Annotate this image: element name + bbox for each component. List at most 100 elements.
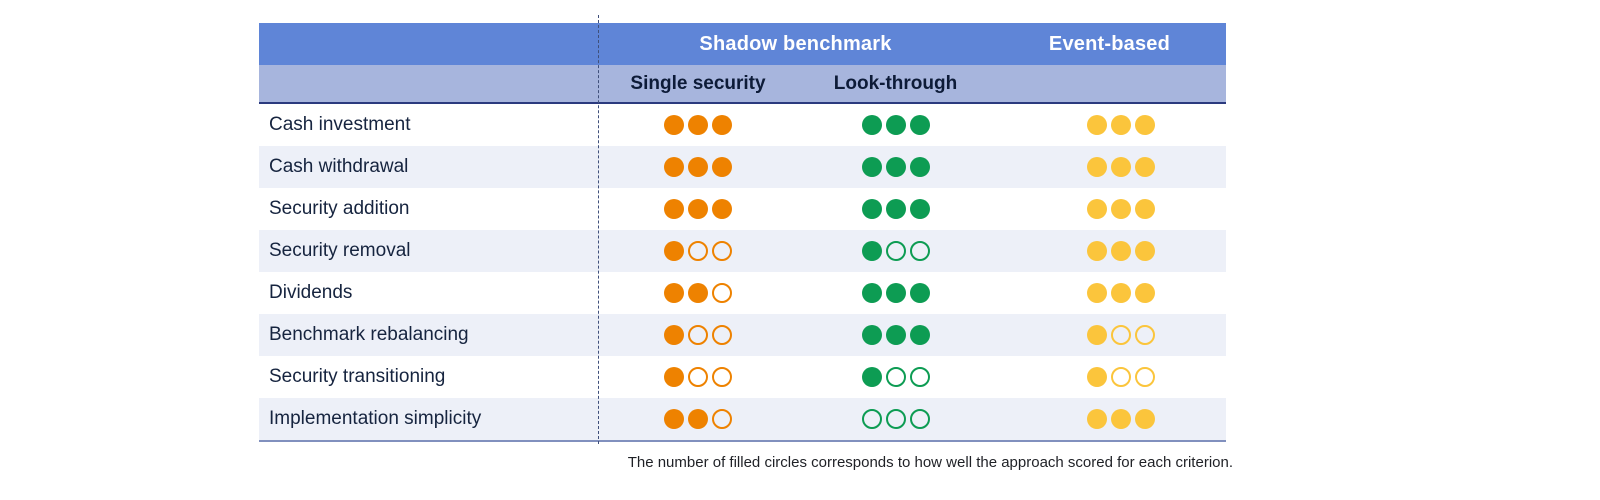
row-label: Implementation simplicity xyxy=(269,408,482,429)
table-row: Security removal xyxy=(259,230,1226,272)
score-dot-empty xyxy=(861,409,882,429)
score-cell-single xyxy=(598,241,798,261)
score-dot-filled xyxy=(664,241,684,261)
score-dot-empty xyxy=(885,367,906,387)
score-dot-filled xyxy=(861,283,882,303)
score-cell-single xyxy=(598,283,798,303)
score-dot-filled xyxy=(909,325,930,345)
score-dot-empty xyxy=(1110,325,1131,345)
score-dot-filled xyxy=(909,115,930,135)
rating-table: Shadow benchmark Event-based Single secu… xyxy=(259,23,1226,442)
score-dot-filled xyxy=(885,115,906,135)
score-dot-filled xyxy=(1110,157,1131,177)
score-dot-filled xyxy=(1086,283,1107,303)
row-label: Security addition xyxy=(269,198,410,219)
score-dot-filled xyxy=(861,241,882,261)
table-body: Cash investment Cash withdrawal Security a… xyxy=(259,104,1226,442)
score-cell-look xyxy=(798,199,993,219)
score-dot-filled xyxy=(712,115,732,135)
score-dot-filled xyxy=(861,367,882,387)
table-row: Security transitioning xyxy=(259,356,1226,398)
score-dot-filled xyxy=(885,283,906,303)
score-dot-filled xyxy=(861,115,882,135)
score-dot-filled xyxy=(1110,283,1131,303)
score-dot-empty xyxy=(1134,325,1155,345)
score-cell-single xyxy=(598,199,798,219)
score-dot-filled xyxy=(664,115,684,135)
score-dot-empty xyxy=(688,367,708,387)
score-dot-filled xyxy=(1110,409,1131,429)
score-dot-filled xyxy=(861,199,882,219)
table-row: Dividends xyxy=(259,272,1226,314)
score-dot-filled xyxy=(664,283,684,303)
row-label: Security transitioning xyxy=(269,366,446,387)
score-dot-filled xyxy=(861,157,882,177)
score-dot-filled xyxy=(885,199,906,219)
score-dot-filled xyxy=(1110,241,1131,261)
score-cell-single xyxy=(598,157,798,177)
score-dot-filled xyxy=(712,199,732,219)
score-cell-event xyxy=(1004,199,1237,219)
score-dot-filled xyxy=(909,283,930,303)
score-cell-event xyxy=(1004,157,1237,177)
score-dot-filled xyxy=(688,199,708,219)
row-label: Cash withdrawal xyxy=(269,156,409,177)
score-dot-filled xyxy=(1134,283,1155,303)
subheader-look-through: Look-through xyxy=(833,72,958,94)
score-dot-empty xyxy=(712,283,732,303)
row-label: Security removal xyxy=(269,240,411,261)
score-cell-single xyxy=(598,325,798,345)
score-dot-filled xyxy=(664,325,684,345)
table-header-groups: Shadow benchmark Event-based xyxy=(259,23,1226,65)
score-dot-filled xyxy=(1086,199,1107,219)
score-cell-event xyxy=(1004,241,1237,261)
score-cell-single xyxy=(598,367,798,387)
score-dot-filled xyxy=(664,199,684,219)
score-dot-filled xyxy=(1134,241,1155,261)
row-label: Dividends xyxy=(269,282,353,303)
score-cell-event xyxy=(1004,325,1237,345)
score-dot-empty xyxy=(909,367,930,387)
table-row: Implementation simplicity xyxy=(259,398,1226,440)
score-cell-single xyxy=(598,409,798,429)
score-cell-event xyxy=(1004,283,1237,303)
score-dot-filled xyxy=(1086,367,1107,387)
table-row: Cash investment xyxy=(259,104,1226,146)
row-label: Benchmark rebalancing xyxy=(269,324,469,345)
score-dot-filled xyxy=(688,409,708,429)
row-label: Cash investment xyxy=(269,114,411,135)
score-dot-empty xyxy=(712,367,732,387)
score-dot-filled xyxy=(664,409,684,429)
score-dot-filled xyxy=(664,367,684,387)
score-dot-filled xyxy=(909,199,930,219)
score-dot-filled xyxy=(1086,157,1107,177)
table-row: Benchmark rebalancing xyxy=(259,314,1226,356)
score-dot-filled xyxy=(1110,115,1131,135)
score-dot-filled xyxy=(1134,115,1155,135)
score-dot-filled xyxy=(1086,241,1107,261)
score-cell-single xyxy=(598,115,798,135)
score-dot-empty xyxy=(712,409,732,429)
score-dot-filled xyxy=(885,325,906,345)
table-row: Security addition xyxy=(259,188,1226,230)
score-cell-look xyxy=(798,283,993,303)
score-cell-event xyxy=(1004,367,1237,387)
score-cell-look xyxy=(798,325,993,345)
score-dot-empty xyxy=(885,409,906,429)
score-dot-empty xyxy=(1110,367,1131,387)
score-dot-filled xyxy=(1134,157,1155,177)
score-dot-filled xyxy=(1086,115,1107,135)
score-dot-filled xyxy=(1086,325,1107,345)
score-cell-look xyxy=(798,367,993,387)
score-dot-filled xyxy=(861,325,882,345)
score-dot-filled xyxy=(664,157,684,177)
score-dot-filled xyxy=(909,157,930,177)
header-shadow-benchmark: Shadow benchmark xyxy=(699,32,892,55)
score-dot-empty xyxy=(712,325,732,345)
score-dot-filled xyxy=(1086,409,1107,429)
score-cell-look xyxy=(798,409,993,429)
score-cell-look xyxy=(798,241,993,261)
score-dot-filled xyxy=(885,157,906,177)
footnote: The number of filled circles corresponds… xyxy=(627,454,1233,471)
